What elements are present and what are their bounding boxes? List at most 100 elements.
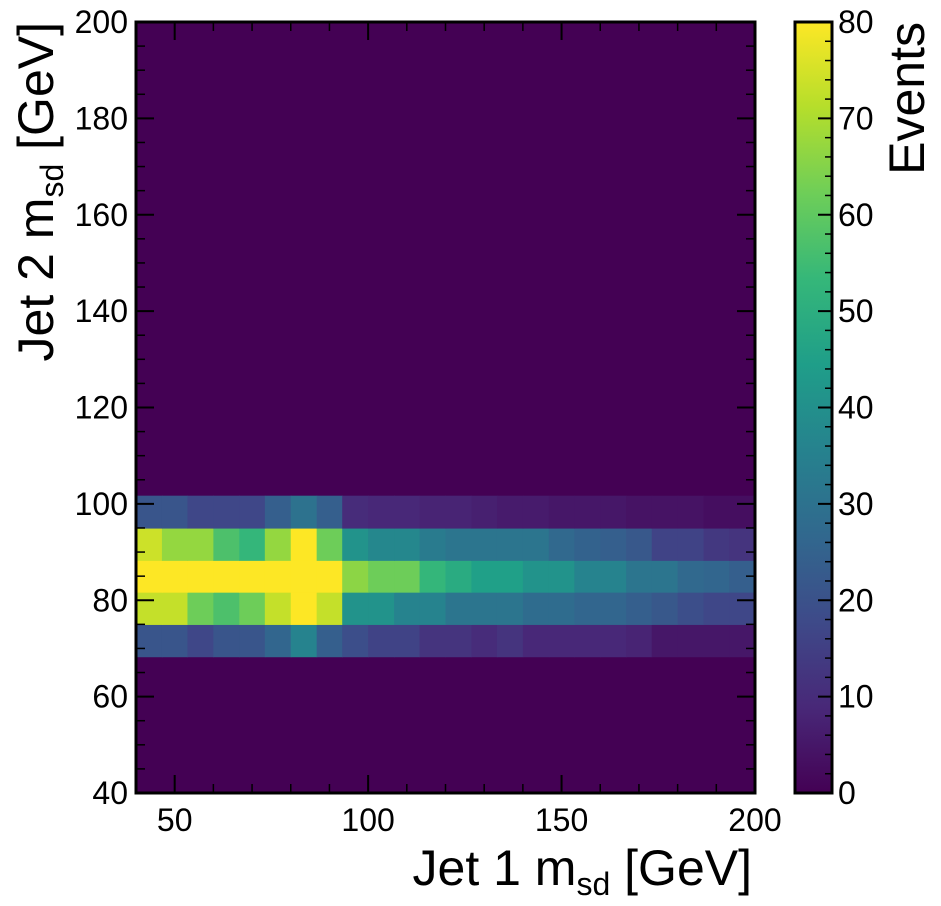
heatmap-cell [445, 592, 473, 625]
heatmap-cell [626, 624, 653, 658]
heatmap-cell [264, 527, 292, 561]
y-tick-label: 80 [92, 582, 128, 618]
heatmap-cell [626, 592, 653, 625]
heatmap-cell [342, 527, 369, 561]
heatmap-cell [316, 560, 343, 593]
heatmap-cell [161, 560, 189, 593]
heatmap-cell [677, 560, 705, 593]
heatmap-cell [600, 592, 627, 625]
heatmap-cell [136, 527, 163, 561]
heatmap-cell [213, 624, 240, 658]
heatmap-cell [394, 527, 421, 561]
heatmap-cell [522, 560, 550, 593]
heatmap-cell [264, 592, 292, 625]
heatmap-cell [574, 560, 601, 593]
heatmap-cell [445, 495, 473, 529]
heatmap-cell [187, 560, 214, 593]
y-tick-label: 200 [75, 4, 128, 40]
colorbar-title: Events [879, 22, 935, 175]
heatmap-cell [264, 495, 292, 529]
heatmap-cell [161, 495, 189, 529]
heatmap-cell [213, 495, 240, 529]
colorbar-tick-label: 10 [838, 679, 874, 715]
heatmap-cell [471, 527, 498, 561]
heatmap-cell [239, 495, 266, 529]
heatmap-cell [729, 592, 756, 625]
heatmap-cell [626, 527, 653, 561]
heatmap-cell [677, 624, 705, 658]
heatmap-cell [445, 560, 473, 593]
heatmap-cell [394, 624, 421, 658]
heatmap-cell [548, 592, 575, 625]
heatmap-cell [187, 495, 214, 529]
heatmap-cell [213, 560, 240, 593]
heatmap-cell [316, 527, 343, 561]
heatmap-cell [445, 527, 473, 561]
colorbar-tick-label: 70 [838, 100, 874, 136]
heatmap-cell [522, 495, 550, 529]
heatmap-cell [394, 560, 421, 593]
heatmap-cell [626, 560, 653, 593]
heatmap-cell [136, 592, 163, 625]
heatmap-cell [574, 527, 601, 561]
heatmap-cell [290, 624, 318, 658]
heatmap-cell [342, 495, 369, 529]
heatmap-cell [342, 624, 369, 658]
heatmap-cell [496, 527, 524, 561]
heatmap-cell [368, 624, 395, 658]
heatmap-cell [136, 624, 163, 658]
heatmap-cell [600, 527, 627, 561]
heatmap-cell [239, 527, 266, 561]
heatmap-cell [729, 527, 756, 561]
heatmap-cell [316, 592, 343, 625]
colorbar-tick-label: 40 [838, 390, 874, 426]
heatmap-cell [290, 495, 318, 529]
y-tick-label: 160 [75, 197, 128, 233]
heatmap-cell [419, 527, 447, 561]
heatmap-cell [161, 624, 189, 658]
heatmap-cell [316, 624, 343, 658]
heatmap-cell [342, 592, 369, 625]
heatmap-cell [626, 495, 653, 529]
heatmap-cell [136, 495, 163, 529]
heatmap-cell [187, 624, 214, 658]
heatmap-cell [677, 495, 705, 529]
y-tick-label: 140 [75, 293, 128, 329]
heatmap-cell [471, 495, 498, 529]
heatmap-cell [264, 624, 292, 658]
heatmap-cell [368, 527, 395, 561]
heatmap-cell [213, 527, 240, 561]
heatmap-cell [213, 592, 240, 625]
heatmap-cell [522, 624, 550, 658]
heatmap-cell [471, 592, 498, 625]
y-tick-label: 40 [92, 775, 128, 811]
heatmap-cell [496, 560, 524, 593]
heatmap-cell [419, 624, 447, 658]
heatmap-cell [651, 592, 679, 625]
heatmap-cell [522, 527, 550, 561]
heatmap-cell [729, 624, 756, 658]
heatmap-cell [368, 495, 395, 529]
x-tick-label: 50 [157, 802, 193, 838]
x-tick-label: 150 [535, 802, 588, 838]
heatmap-cell [703, 495, 730, 529]
heatmap-cell [600, 495, 627, 529]
heatmap-cell [522, 592, 550, 625]
heatmap-cell [548, 560, 575, 593]
y-tick-label: 180 [75, 100, 128, 136]
heatmap-cell [703, 592, 730, 625]
colorbar-tick-label: 20 [838, 582, 874, 618]
heatmap-cell [600, 624, 627, 658]
heatmap-cell [290, 527, 318, 561]
heatmap-cells [134, 20, 757, 795]
heatmap-cell [290, 592, 318, 625]
heatmap-cell [239, 592, 266, 625]
heatmap-cell [600, 560, 627, 593]
y-tick-label: 100 [75, 486, 128, 522]
y-tick-label: 60 [92, 679, 128, 715]
heatmap-cell [496, 495, 524, 529]
heatmap-cell [187, 527, 214, 561]
x-tick-label: 200 [728, 802, 781, 838]
colorbar-tick-label: 30 [838, 486, 874, 522]
